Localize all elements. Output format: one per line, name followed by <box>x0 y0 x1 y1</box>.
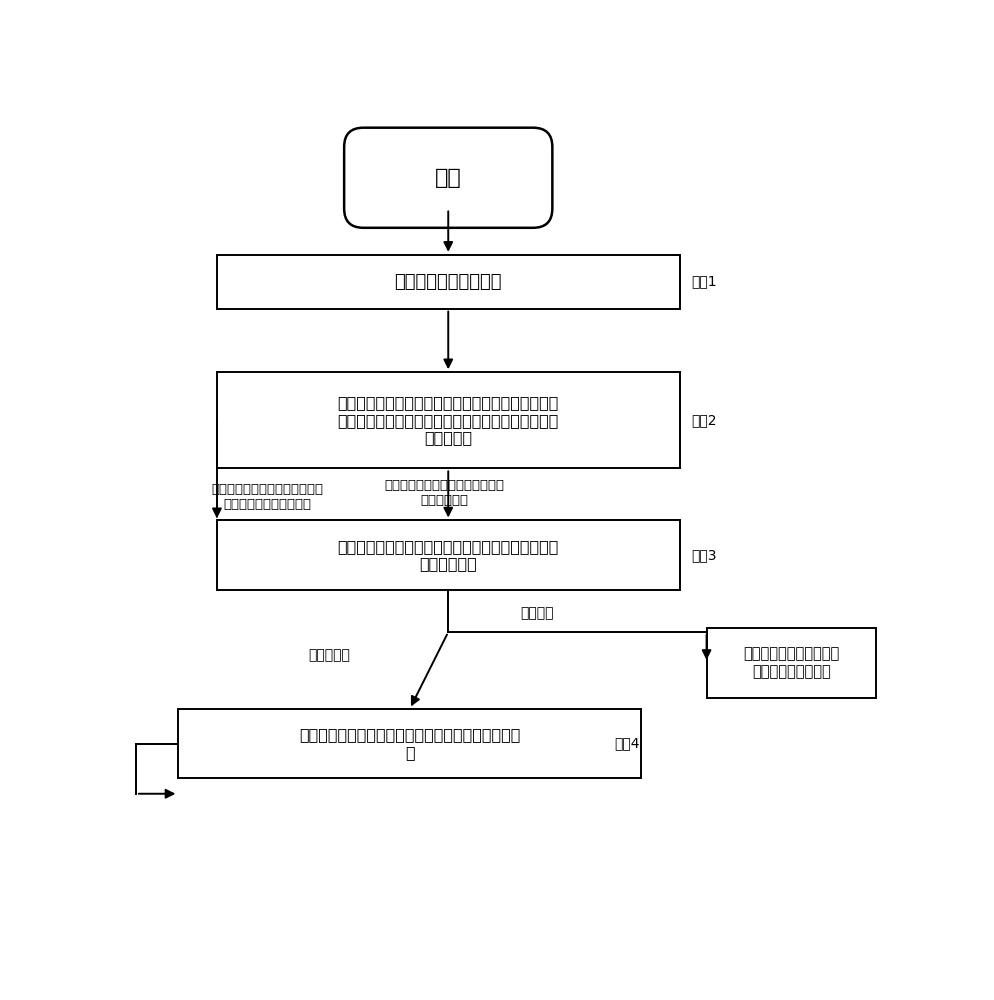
Bar <box>706 628 876 698</box>
Text: 系统稳定: 系统稳定 <box>520 606 553 620</box>
Text: 没有发现运行数据满足任意一个
条目下的所有约束条件时: 没有发现运行数据满足任意一个 条目下的所有约束条件时 <box>211 483 323 511</box>
Text: 步骤1: 步骤1 <box>691 275 716 289</box>
FancyBboxPatch shape <box>344 128 552 228</box>
Bar <box>217 520 679 590</box>
Text: 判断没有该电力系统的合适的稳控策略，给出预警信
息: 判断没有该电力系统的合适的稳控策略，给出预警信 息 <box>299 728 520 760</box>
Text: 遍历稳控策略引表中的条目，依次判断该运行数据是
否满足某一条目下的方式约束、监测约束、故障约束
和后验约束: 遍历稳控策略引表中的条目，依次判断该运行数据是 否满足某一条目下的方式约束、监测… <box>337 395 559 445</box>
Text: 步骤4: 步骤4 <box>613 737 639 751</box>
Bar <box>217 372 679 468</box>
Text: 加载电力系统运行数据: 加载电力系统运行数据 <box>394 273 502 291</box>
Text: 对该满足所有约束条件的条目下对应的稳控动作进行
暂态稳定仿真: 对该满足所有约束条件的条目下对应的稳控动作进行 暂态稳定仿真 <box>337 539 559 571</box>
Bar <box>178 709 640 778</box>
Text: 步骤2: 步骤2 <box>691 413 716 427</box>
Text: 判断该稳控动作为该电力
系统合适的稳控策略: 判断该稳控动作为该电力 系统合适的稳控策略 <box>743 647 839 679</box>
Text: 步骤3: 步骤3 <box>691 548 716 562</box>
Text: 开始: 开始 <box>434 168 461 188</box>
Text: 发现运行数据满足某一条目下的所
有约束条件时: 发现运行数据满足某一条目下的所 有约束条件时 <box>384 479 504 507</box>
Bar <box>217 255 679 309</box>
Text: 系统不稳定: 系统不稳定 <box>307 648 349 662</box>
